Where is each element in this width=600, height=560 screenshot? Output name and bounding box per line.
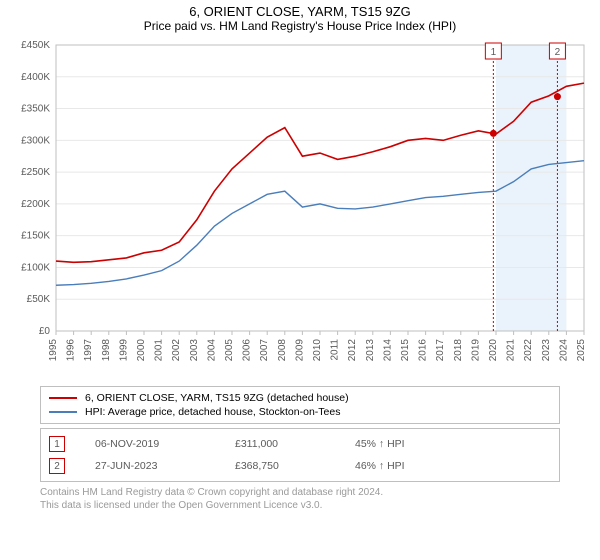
legend-label: 6, ORIENT CLOSE, YARM, TS15 9ZG (detache…: [85, 392, 349, 404]
y-tick-label: £450K: [21, 40, 50, 51]
legend-swatch: [49, 397, 77, 399]
x-tick-label: 2013: [365, 339, 376, 362]
x-tick-label: 2011: [330, 339, 341, 361]
x-tick-label: 2010: [312, 339, 323, 362]
x-tick-label: 2014: [382, 339, 393, 362]
legend-swatch: [49, 411, 77, 413]
event-point: [490, 130, 497, 137]
event-date: 06-NOV-2019: [95, 438, 205, 450]
x-tick-label: 2004: [206, 339, 217, 362]
y-tick-label: £250K: [21, 167, 50, 178]
legend-item: 6, ORIENT CLOSE, YARM, TS15 9ZG (detache…: [49, 391, 551, 405]
x-tick-label: 2020: [488, 339, 499, 362]
x-tick-label: 1996: [66, 339, 77, 362]
x-tick-label: 2025: [576, 339, 587, 362]
chart-svg: £0 £50K £100K £150K £200K £250K £300K £350K £400…: [8, 35, 592, 375]
page-subtitle: Price paid vs. HM Land Registry's House …: [0, 19, 600, 35]
events-table: 1 06-NOV-2019 £311,000 45% ↑ HPI 2 27-JUN-202…: [40, 428, 560, 482]
legend: 6, ORIENT CLOSE, YARM, TS15 9ZG (detache…: [40, 386, 560, 424]
x-tick-label: 2006: [242, 339, 253, 362]
x-tick-label: 2018: [453, 339, 464, 362]
footer-attribution: Contains HM Land Registry data © Crown c…: [40, 486, 560, 512]
event-row: 2 27-JUN-2023 £368,750 46% ↑ HPI: [49, 455, 551, 477]
y-tick-label: £200K: [21, 199, 50, 210]
y-tick-label: £400K: [21, 72, 50, 83]
x-tick-label: 1999: [118, 339, 129, 362]
footer-line-1: Contains HM Land Registry data © Crown c…: [40, 486, 560, 499]
legend-item: HPI: Average price, detached house, Stoc…: [49, 405, 551, 419]
x-tick-label: 2008: [277, 339, 288, 362]
x-tick-label: 2022: [523, 339, 534, 362]
x-tick-label: 2021: [506, 339, 517, 362]
x-tick-label: 2009: [294, 339, 305, 362]
x-tick-label: 2003: [189, 339, 200, 362]
event-marker-box: 1: [49, 436, 65, 452]
event-row: 1 06-NOV-2019 £311,000 45% ↑ HPI: [49, 433, 551, 455]
page-title: 6, ORIENT CLOSE, YARM, TS15 9ZG: [0, 0, 600, 19]
event-price: £368,750: [235, 460, 325, 472]
highlight-band: [496, 45, 566, 331]
y-tick-label: £350K: [21, 104, 50, 115]
x-tick-label: 1998: [101, 339, 112, 362]
x-tick-label: 2016: [418, 339, 429, 362]
event-marker-number: 2: [555, 47, 561, 58]
x-tick-label: 2005: [224, 339, 235, 362]
chart-container: 6, ORIENT CLOSE, YARM, TS15 9ZG Price pa…: [0, 0, 600, 560]
event-price: £311,000: [235, 438, 325, 450]
x-tick-label: 1995: [48, 339, 59, 362]
x-tick-label: 2001: [154, 339, 165, 362]
event-marker-number: 1: [491, 47, 497, 58]
x-tick-label: 2024: [558, 339, 569, 362]
y-tick-label: £150K: [21, 231, 50, 242]
event-point: [554, 93, 561, 100]
footer-line-2: This data is licensed under the Open Gov…: [40, 499, 560, 512]
y-tick-label: £100K: [21, 262, 50, 273]
x-tick-label: 2017: [435, 339, 446, 362]
event-delta: 46% ↑ HPI: [355, 460, 405, 472]
y-tick-label: £50K: [27, 294, 51, 305]
x-tick-label: 2002: [171, 339, 182, 362]
x-tick-label: 2007: [259, 339, 270, 362]
event-date: 27-JUN-2023: [95, 460, 205, 472]
x-tick-label: 2015: [400, 339, 411, 362]
x-tick-label: 2019: [470, 339, 481, 362]
event-delta: 45% ↑ HPI: [355, 438, 405, 450]
legend-label: HPI: Average price, detached house, Stoc…: [85, 406, 340, 418]
x-tick-label: 1997: [83, 339, 94, 362]
x-tick-label: 2023: [541, 339, 552, 362]
x-tick-label: 2000: [136, 339, 147, 362]
event-marker-box: 2: [49, 458, 65, 474]
y-tick-label: £0: [39, 326, 51, 337]
line-chart: £0 £50K £100K £150K £200K £250K £300K £350K £400…: [8, 35, 592, 380]
y-tick-label: £300K: [21, 135, 50, 146]
x-tick-label: 2012: [347, 339, 358, 362]
